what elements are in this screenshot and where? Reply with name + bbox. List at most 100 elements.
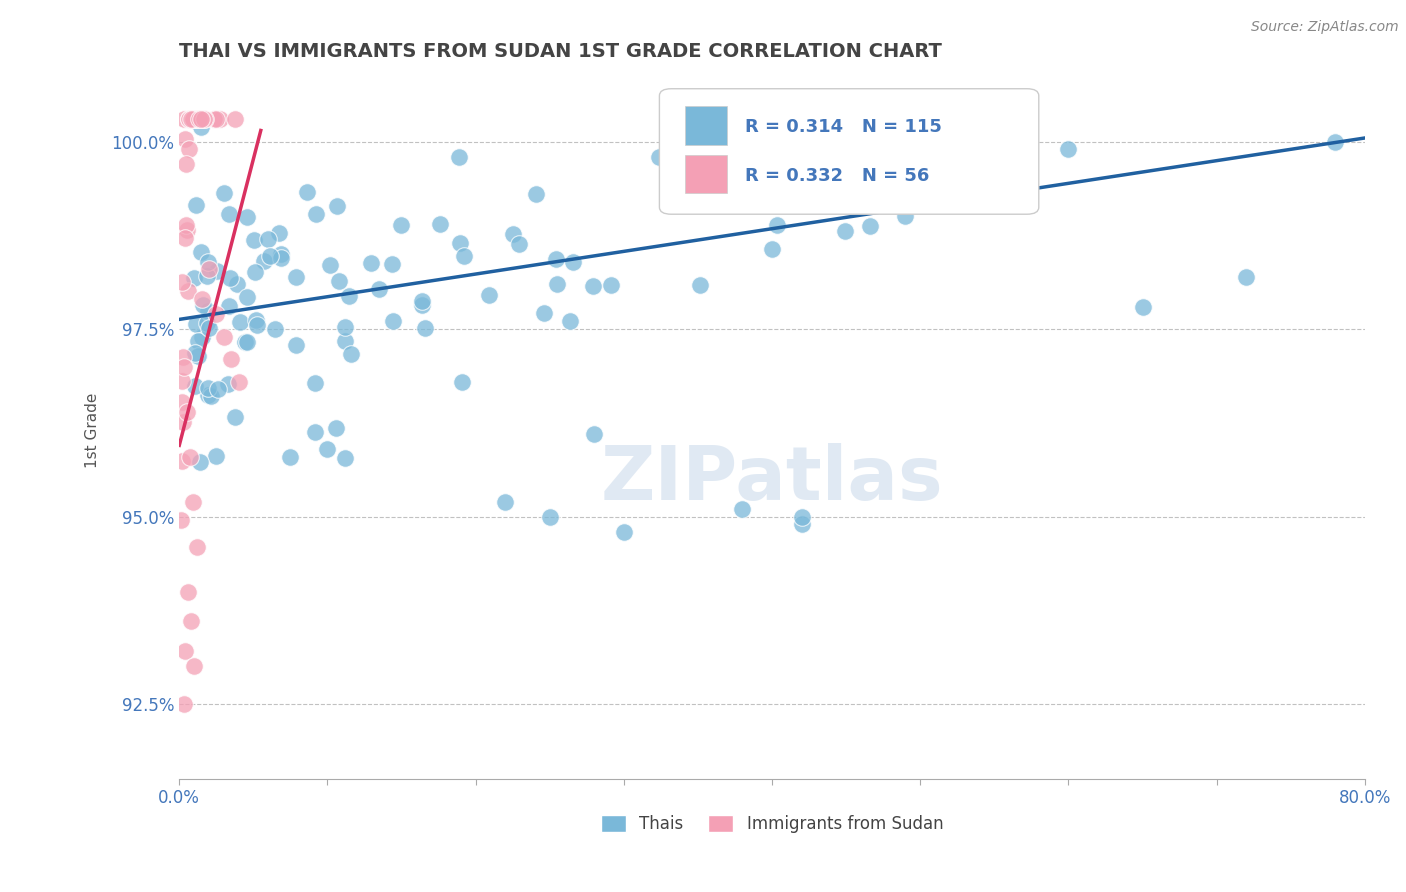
Point — [360, 256, 382, 270]
Point — [218, 299, 240, 313]
Point — [219, 352, 242, 367]
Point — [451, 376, 474, 390]
Point — [533, 306, 555, 320]
FancyBboxPatch shape — [686, 155, 727, 194]
Point — [339, 347, 361, 361]
Point — [328, 274, 350, 288]
Text: R = 0.314   N = 115: R = 0.314 N = 115 — [745, 118, 942, 136]
Point — [305, 206, 328, 220]
Point — [367, 282, 389, 296]
Point — [316, 442, 339, 456]
Point — [269, 226, 291, 240]
Point — [257, 232, 280, 246]
Point — [689, 277, 711, 292]
Point — [180, 112, 202, 127]
Point — [181, 112, 204, 127]
Point — [337, 289, 360, 303]
Point — [560, 313, 582, 327]
Point — [173, 231, 195, 245]
Point — [186, 112, 208, 127]
Point — [648, 150, 671, 164]
Point — [172, 350, 194, 364]
Point — [180, 112, 202, 127]
FancyBboxPatch shape — [659, 88, 1039, 214]
Text: Source: ZipAtlas.com: Source: ZipAtlas.com — [1251, 20, 1399, 34]
Point — [246, 318, 269, 333]
Point — [183, 112, 205, 127]
Point — [170, 395, 193, 409]
Point — [190, 244, 212, 259]
Point — [1057, 142, 1080, 156]
Point — [181, 494, 204, 508]
Point — [172, 415, 194, 429]
Point — [1132, 300, 1154, 314]
Point — [174, 132, 197, 146]
FancyBboxPatch shape — [686, 106, 727, 145]
Point — [600, 277, 623, 292]
Point — [478, 288, 501, 302]
Point — [228, 375, 250, 389]
Point — [711, 166, 734, 180]
Point — [546, 277, 568, 291]
Point — [285, 269, 308, 284]
Point — [381, 314, 404, 328]
Point — [224, 409, 246, 424]
Point — [179, 112, 201, 127]
Point — [205, 264, 228, 278]
Point — [197, 388, 219, 402]
Point — [184, 112, 207, 127]
Point — [278, 450, 301, 465]
Point — [190, 112, 212, 127]
Text: THAI VS IMMIGRANTS FROM SUDAN 1ST GRADE CORRELATION CHART: THAI VS IMMIGRANTS FROM SUDAN 1ST GRADE … — [180, 42, 942, 61]
Point — [198, 262, 221, 277]
Point — [187, 334, 209, 349]
Point — [236, 211, 259, 225]
Point — [180, 112, 202, 127]
Point — [176, 222, 198, 236]
Point — [765, 218, 787, 232]
Point — [195, 268, 218, 283]
Point — [508, 237, 530, 252]
Point — [326, 199, 349, 213]
Point — [544, 252, 567, 266]
Point — [179, 450, 201, 464]
Point — [188, 112, 211, 127]
Point — [197, 254, 219, 268]
Point — [731, 502, 754, 516]
Point — [790, 509, 813, 524]
Point — [173, 697, 195, 711]
Point — [270, 247, 292, 261]
Point — [389, 219, 412, 233]
Point — [411, 293, 433, 308]
Point — [184, 346, 207, 360]
Point — [413, 320, 436, 334]
Point — [381, 257, 404, 271]
Point — [411, 298, 433, 312]
Point — [173, 112, 195, 127]
Point — [333, 451, 356, 466]
Point — [245, 313, 267, 327]
Point — [212, 186, 235, 201]
Point — [172, 453, 194, 467]
Point — [325, 421, 347, 435]
Point — [183, 659, 205, 673]
Point — [174, 157, 197, 171]
Point — [188, 112, 211, 127]
Point — [176, 404, 198, 418]
Point — [335, 320, 357, 334]
Point — [724, 187, 747, 202]
Point — [190, 112, 212, 127]
Point — [304, 376, 326, 390]
Point — [236, 290, 259, 304]
Point — [613, 524, 636, 539]
Point — [190, 112, 212, 127]
Point — [259, 249, 281, 263]
Point — [193, 112, 215, 127]
Point — [190, 120, 212, 134]
Point — [502, 227, 524, 242]
Point — [253, 254, 276, 268]
Point — [236, 334, 259, 349]
Point — [1324, 135, 1347, 149]
Point — [834, 224, 856, 238]
Point — [449, 235, 471, 250]
